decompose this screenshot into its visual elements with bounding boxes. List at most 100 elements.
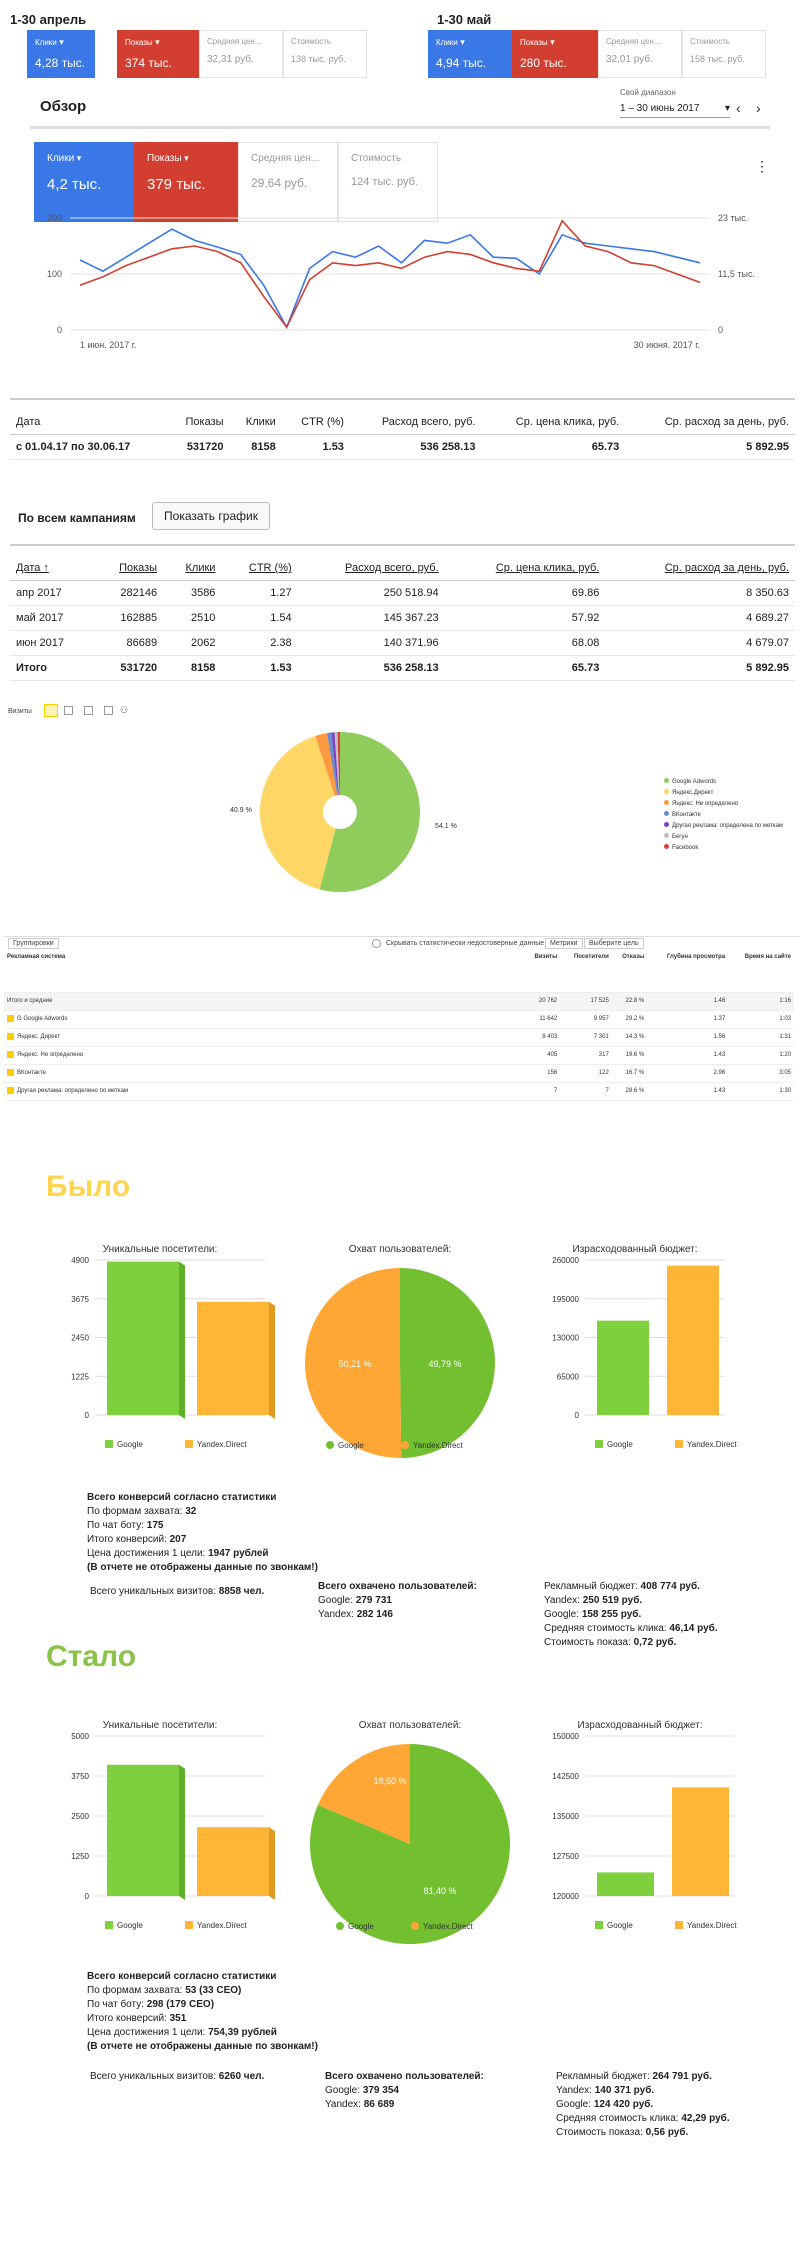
note-value: 207	[169, 1534, 187, 1545]
period-title-may: 1-30 май	[437, 12, 492, 27]
next-period-icon[interactable]: ›	[756, 100, 761, 116]
legend-swatch	[401, 1441, 409, 1449]
cost-card[interactable]: Стоимость 158 тыс. руб.	[682, 30, 766, 78]
cell-text: 7 301	[593, 1034, 609, 1040]
avg-price-card[interactable]: Средняя цен... 32,01 руб.	[598, 30, 682, 78]
column-header[interactable]: Ср. расход за день, руб.	[605, 556, 795, 581]
cost-card[interactable]: Стоимость 138 тыс. руб.	[283, 30, 367, 78]
note-value: 0,72 руб.	[633, 1637, 677, 1648]
row-checkbox[interactable]	[7, 1087, 14, 1095]
table-cell: 86689	[93, 630, 164, 656]
legend-label: Yandex.Direct	[687, 1921, 737, 1930]
note-value: 158 255 руб.	[581, 1609, 642, 1620]
note-line: Yandex: 140 371 руб.	[556, 2084, 730, 2098]
card-value: 4,28 тыс.	[35, 56, 86, 70]
legend-item: Бегун	[664, 833, 783, 840]
line-mode-icon[interactable]	[64, 706, 73, 715]
legend-label: Яндекс.Директ	[672, 790, 714, 796]
card-label: Стоимость	[351, 153, 402, 164]
range-label: Свой диапазон	[620, 88, 676, 97]
date-range-select[interactable]: 1 – 30 июнь 2017 ▾	[620, 103, 730, 118]
bar-side	[269, 1301, 275, 1419]
table-cell: 14.3 %	[611, 1028, 648, 1047]
legend-label: Google Adwords	[672, 779, 717, 785]
clicks-card[interactable]: Клики 4,28 тыс.	[27, 30, 95, 78]
cell-text: 8 403	[542, 1034, 558, 1040]
cell-text: 14.3 %	[625, 1034, 645, 1040]
note-label: По чат боту:	[87, 1520, 147, 1531]
show-chart-button[interactable]: Показать график	[152, 502, 270, 530]
note-label: Yandex:	[556, 2085, 595, 2096]
column-header[interactable]: Клики	[163, 556, 222, 581]
row-checkbox[interactable]	[7, 1051, 14, 1059]
table-cell: 4 679.07	[605, 630, 795, 656]
pie-mode-icon[interactable]	[44, 704, 58, 717]
data-label: 18,60 %	[373, 1776, 406, 1786]
column-header[interactable]: Отказы	[611, 952, 648, 993]
table-cell: май 2017	[10, 605, 94, 631]
column-header: Ср. расход за день, руб.	[625, 410, 795, 435]
cell-text: 1.37	[713, 1016, 726, 1022]
clicks-card[interactable]: Клики 4,94 тыс.	[428, 30, 512, 78]
user-icon[interactable]: ⚇	[120, 705, 129, 715]
column-header[interactable]: CTR (%)	[221, 556, 298, 581]
row-checkbox[interactable]	[7, 1033, 14, 1041]
y-right-tick: 23 тыс.	[718, 213, 748, 223]
table-cell: 1:16	[728, 992, 794, 1011]
column-header[interactable]: Ср. цена клика, руб.	[444, 556, 606, 581]
data-label: 50,21 %	[338, 1359, 371, 1369]
divider	[30, 126, 770, 129]
more-vert-icon[interactable]: ⋮	[755, 158, 769, 174]
note-value: 46,14 руб.	[669, 1623, 718, 1634]
groupings-button[interactable]: Группировки	[8, 938, 59, 949]
y-tick: 0	[85, 1892, 90, 1901]
clicks-card[interactable]: Клики 4,2 тыс.	[34, 142, 134, 222]
campaigns-table: Дата ↑ Показы Клики CTR (%) Расход всего, ру…	[10, 556, 795, 681]
cost-card[interactable]: Стоимость 124 тыс. руб.	[338, 142, 438, 222]
bar-mode-icon[interactable]	[84, 706, 93, 715]
overview-title: Обзор	[40, 98, 87, 115]
note-line: Средняя стоимость клика: 46,14 руб.	[544, 1622, 718, 1636]
card-label: Средняя цен...	[251, 153, 320, 164]
prev-period-icon[interactable]: ‹	[736, 100, 741, 116]
card-value: 379 тыс.	[147, 176, 206, 193]
table-cell: 1.53	[221, 655, 298, 681]
card-label: Клики	[35, 37, 87, 48]
cell-text: Яндекс: Не определено	[17, 1052, 84, 1059]
row-checkbox[interactable]	[7, 1015, 14, 1023]
impressions-card[interactable]: Показы 374 тыс.	[117, 30, 199, 78]
table-cell: 5 892.95	[605, 655, 795, 681]
column-header[interactable]: Посетители	[560, 952, 612, 993]
table-mode-icon[interactable]	[104, 706, 113, 715]
chevron-down-icon: ▾	[724, 103, 730, 114]
table-cell: апр 2017	[10, 580, 94, 606]
avg-price-card[interactable]: Средняя цен... 29,64 руб.	[238, 142, 338, 222]
y-tick: 127500	[552, 1852, 579, 1861]
impressions-card[interactable]: Показы 379 тыс.	[134, 142, 238, 222]
header-row: Дата Показы Клики CTR (%) Расход всего, руб.…	[10, 410, 795, 435]
column-header[interactable]: Показы	[93, 556, 164, 581]
column-header[interactable]: Рекламная система	[4, 952, 524, 993]
hide-unreliable-toggle[interactable]	[372, 939, 381, 948]
table-cell: 7	[524, 1082, 561, 1101]
after-visits-total: Всего уникальных визитов: 6260 чел.	[90, 2070, 264, 2084]
visits-value: 6260 чел.	[218, 2071, 265, 2082]
column-header[interactable]: Дата ↑	[10, 556, 94, 581]
column-header[interactable]: Время на сайте	[728, 952, 794, 993]
legend-label: Google	[607, 1921, 633, 1930]
legend-label: ВКонтакте	[672, 812, 701, 818]
column-header[interactable]: Расход всего, руб.	[297, 556, 445, 581]
avg-price-card[interactable]: Средняя цен... 32,31 руб.	[199, 30, 283, 78]
table-cell: Итого и средние	[4, 992, 524, 1011]
metrics-button[interactable]: Метрики	[545, 938, 583, 949]
goal-select[interactable]: Выберите цель	[584, 938, 644, 949]
cell-text: 29.2 %	[625, 1016, 645, 1022]
column-header[interactable]: Визиты	[524, 952, 561, 993]
table-cell: с 01.04.17 по 30.06.17	[10, 434, 168, 460]
note-line: Yandex: 250 519 руб.	[544, 1594, 718, 1608]
cell-text: 17 525	[590, 998, 609, 1004]
column-header[interactable]: Глубина просмотра	[647, 952, 729, 993]
row-checkbox[interactable]	[7, 1069, 14, 1077]
impressions-card[interactable]: Показы 280 тыс.	[512, 30, 598, 78]
card-value: 4,94 тыс.	[436, 56, 487, 70]
